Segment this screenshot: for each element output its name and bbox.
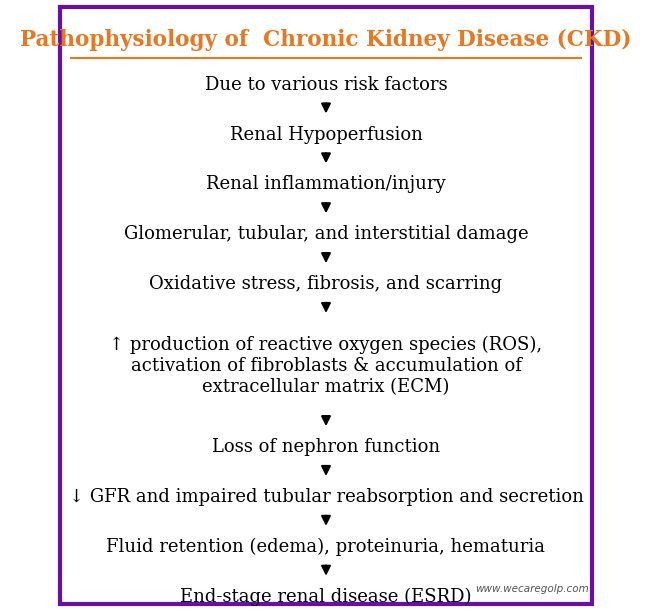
Text: Oxidative stress, fibrosis, and scarring: Oxidative stress, fibrosis, and scarring: [149, 275, 503, 293]
Text: Pathophysiology of  Chronic Kidney Disease (CKD): Pathophysiology of Chronic Kidney Diseas…: [20, 29, 632, 51]
Text: Glomerular, tubular, and interstitial damage: Glomerular, tubular, and interstitial da…: [124, 225, 528, 243]
Text: ↓ GFR and impaired tubular reabsorption and secretion: ↓ GFR and impaired tubular reabsorption …: [68, 488, 584, 506]
Text: ↑ production of reactive oxygen species (ROS),
activation of fibroblasts & accum: ↑ production of reactive oxygen species …: [110, 336, 542, 396]
Text: Due to various risk factors: Due to various risk factors: [205, 76, 447, 93]
Text: www.wecaregolp.com: www.wecaregolp.com: [475, 584, 589, 595]
Text: Loss of nephron function: Loss of nephron function: [212, 438, 440, 456]
Text: Fluid retention (edema), proteinuria, hematuria: Fluid retention (edema), proteinuria, he…: [106, 538, 546, 556]
Text: End-stage renal disease (ESRD): End-stage renal disease (ESRD): [180, 588, 472, 606]
Text: Renal inflammation/injury: Renal inflammation/injury: [206, 175, 446, 194]
Text: Renal Hypoperfusion: Renal Hypoperfusion: [230, 126, 422, 144]
